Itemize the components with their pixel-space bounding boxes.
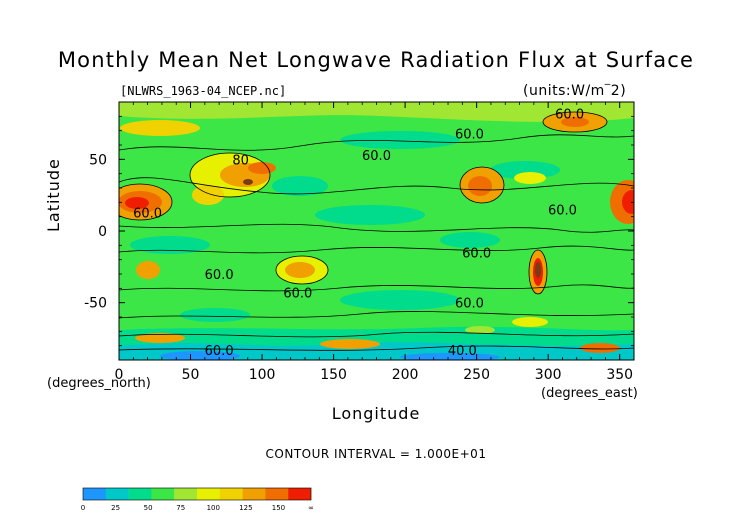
tick-layer: 0 50 100 150 200 250 300 350 50 0 -50 bbox=[84, 102, 634, 383]
contour-label: 60.0 bbox=[462, 247, 491, 262]
low-patch bbox=[340, 131, 460, 149]
colorbar-frame bbox=[82, 487, 312, 501]
low-patch bbox=[130, 236, 210, 254]
contour-lines bbox=[119, 111, 634, 351]
low-patch bbox=[340, 290, 460, 310]
warm-patch bbox=[248, 162, 276, 174]
contour-label: 60.0 bbox=[548, 204, 577, 219]
warm-patch bbox=[465, 326, 495, 334]
colorbar-label: 125 bbox=[239, 504, 252, 512]
colorbar-label: 0 bbox=[81, 504, 85, 512]
low-patch bbox=[315, 205, 425, 225]
low-patch bbox=[160, 351, 240, 360]
warm-patch bbox=[580, 343, 620, 353]
contour-label: 60.0 bbox=[555, 107, 584, 122]
colorbar-label: 75 bbox=[176, 504, 185, 512]
warm-patch bbox=[192, 185, 224, 205]
y-axis-unit-label: (degrees_north) bbox=[47, 376, 151, 391]
x-tick-label: 150 bbox=[320, 367, 347, 383]
contour-label: 40.0 bbox=[448, 344, 477, 359]
x-axis-label: Longitude bbox=[331, 404, 421, 423]
arctic-band bbox=[119, 102, 634, 122]
colorbar-label: 50 bbox=[144, 504, 153, 512]
units-label: (units:W/m‾2) bbox=[523, 82, 627, 99]
colorbar-segment bbox=[105, 488, 129, 500]
colorbar: 0 25 50 75 100 125 150 ∞ bbox=[81, 487, 314, 512]
contour-interval-label: CONTOUR INTERVAL = 1.000E+01 bbox=[265, 447, 487, 461]
contour-label: 80 bbox=[232, 153, 249, 168]
plot-area: 60.0 60.0 60.0 80 60.0 60.0 60.0 60.0 60.0 60.0 60… bbox=[119, 102, 634, 360]
warm-patch bbox=[622, 190, 634, 214]
colorbar-segment bbox=[197, 488, 220, 500]
x-tick-label: 0 bbox=[115, 367, 124, 383]
colorbar-label: 150 bbox=[272, 504, 285, 512]
warm-patch bbox=[135, 333, 185, 343]
colorbar-label: 100 bbox=[207, 504, 220, 512]
warm-patch bbox=[243, 179, 253, 185]
plot-title: Monthly Mean Net Longwave Radiation Flux… bbox=[57, 48, 695, 72]
contour-label: 60.0 bbox=[205, 268, 234, 283]
colorbar-segment bbox=[242, 488, 266, 500]
low-patch bbox=[440, 232, 500, 248]
colorbar-segment bbox=[288, 488, 312, 500]
contour-label: 60.0 bbox=[133, 206, 162, 221]
warm-patch bbox=[320, 339, 380, 349]
low-patch bbox=[180, 308, 250, 322]
contour-label-layer: 60.0 60.0 60.0 80 60.0 60.0 60.0 60.0 60.0 60.0 60… bbox=[133, 107, 584, 359]
y-tick-label: -50 bbox=[84, 296, 107, 312]
warm-patch bbox=[136, 261, 160, 279]
colorbar-segment bbox=[83, 488, 106, 500]
colorbar-segment bbox=[219, 488, 243, 500]
warm-patch bbox=[285, 262, 315, 278]
x-tick-label: 300 bbox=[535, 367, 562, 383]
low-patch bbox=[400, 353, 500, 360]
colorbar-segment bbox=[151, 488, 175, 500]
contour-label: 60.0 bbox=[455, 297, 484, 312]
contour-label: 60.0 bbox=[205, 344, 234, 359]
warm-patch bbox=[514, 172, 546, 184]
contour-label: 60.0 bbox=[362, 149, 391, 164]
warm-patch bbox=[125, 197, 149, 209]
colorbar-label: 25 bbox=[111, 504, 120, 512]
arctic-patch bbox=[561, 117, 589, 127]
x-tick-label: 100 bbox=[249, 367, 276, 383]
x-tick-label: 250 bbox=[463, 367, 490, 383]
file-name-label: [NLWRS_1963-04_NCEP.nc] bbox=[120, 84, 287, 98]
y-tick-label: 0 bbox=[98, 224, 107, 240]
x-tick-label: 350 bbox=[606, 367, 633, 383]
antarctic-band bbox=[119, 342, 634, 360]
colorbar-segment bbox=[265, 488, 289, 500]
x-tick-label: 50 bbox=[182, 367, 200, 383]
warm-patch bbox=[468, 176, 492, 196]
colorbar-label: ∞ bbox=[308, 504, 314, 512]
warm-patch bbox=[512, 317, 548, 327]
x-tick-label: 200 bbox=[392, 367, 419, 383]
colorbar-segment bbox=[128, 488, 152, 500]
x-axis-unit-label: (degrees_east) bbox=[541, 386, 638, 401]
contour-label: 60.0 bbox=[283, 287, 312, 302]
low-patch bbox=[272, 176, 328, 196]
arctic-patch bbox=[120, 120, 200, 136]
y-tick-label: 50 bbox=[89, 152, 107, 168]
warm-patch bbox=[535, 262, 541, 278]
contour-label: 60.0 bbox=[455, 128, 484, 143]
colorbar-segment bbox=[174, 488, 198, 500]
